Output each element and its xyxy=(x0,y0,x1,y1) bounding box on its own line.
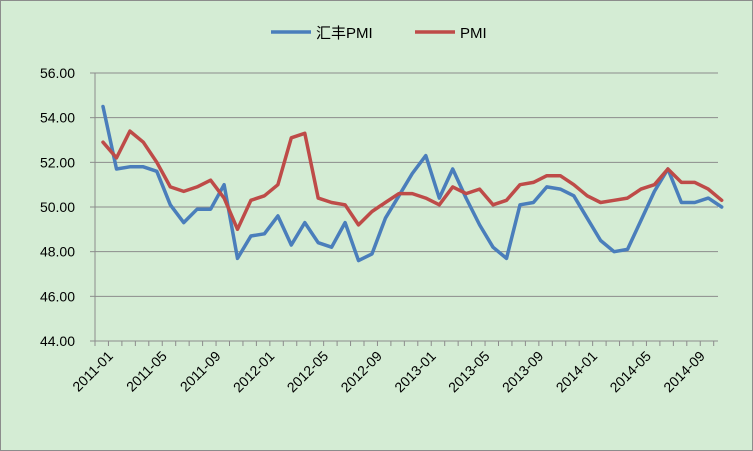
y-tick-label: 56.00 xyxy=(40,65,75,81)
series-line-2 xyxy=(101,129,724,232)
x-tick-label: 2012-09 xyxy=(337,348,385,396)
axes xyxy=(90,72,718,346)
x-tick-label: 2011-09 xyxy=(177,348,224,395)
y-tick-label: 50.00 xyxy=(40,199,75,215)
legend-label-1: 汇丰PMI xyxy=(316,25,373,42)
x-tick-label: 2011-05 xyxy=(123,348,170,395)
x-tick-label: 2014-05 xyxy=(606,348,654,396)
y-tick-label: 52.00 xyxy=(40,154,75,170)
x-tick-label: 2012-05 xyxy=(284,348,332,396)
series-lines xyxy=(101,104,724,263)
y-tick-label: 48.00 xyxy=(40,244,75,260)
legend: 汇丰PMI PMI xyxy=(271,25,487,42)
y-tick-label: 54.00 xyxy=(40,110,75,126)
x-tick-label: 2014-09 xyxy=(660,348,708,396)
y-axis-tick-labels: 44.00 46.00 48.00 50.00 52.00 54.00 56.00 xyxy=(40,65,75,349)
x-tick-label: 2012-01 xyxy=(230,348,278,396)
y-tick-label: 46.00 xyxy=(40,288,75,304)
y-tick-label: 44.00 xyxy=(40,333,75,349)
x-tick-label: 2011-01 xyxy=(69,348,116,395)
x-tick-label: 2013-01 xyxy=(391,348,439,396)
x-tick-label: 2013-09 xyxy=(499,348,547,396)
series-line-1 xyxy=(101,104,724,263)
x-tick-label: 2014-01 xyxy=(553,348,601,396)
x-tick-label: 2013-05 xyxy=(445,348,493,396)
x-axis-tick-labels: 2011-01 2011-05 2011-09 2012-01 2012-05 2012-… xyxy=(69,348,708,396)
legend-label-2: PMI xyxy=(460,25,487,42)
